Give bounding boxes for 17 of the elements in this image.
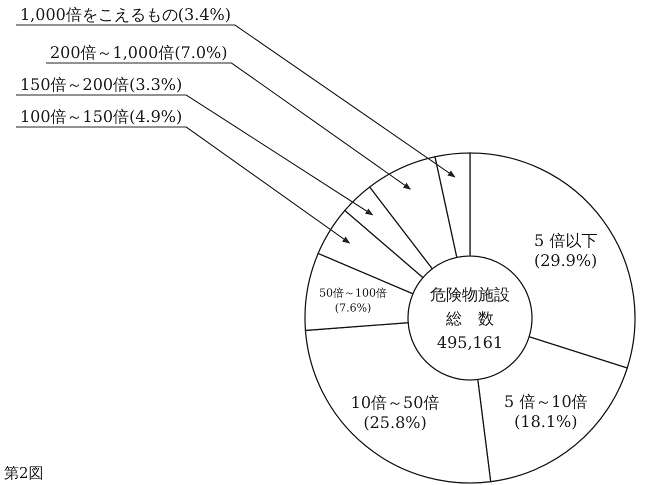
data-label: (29.9%): [534, 251, 598, 270]
slice-label: 100倍～150倍(4.9%): [20, 107, 182, 126]
data-label: (7.6%): [334, 302, 372, 315]
slice-label: 10倍～50倍: [350, 392, 440, 412]
slice-label: 5 倍以下: [534, 231, 598, 250]
slice-label: 1,000倍をこえるもの(3.4%): [20, 5, 231, 24]
text: 495,161: [436, 333, 504, 352]
text: 第2図: [4, 464, 44, 482]
data-label: (25.8%): [363, 412, 427, 432]
data-label: (18.1%): [514, 412, 578, 432]
slice-label: 5 倍～10倍: [504, 392, 588, 412]
slice-label: 200倍～1,000倍(7.0%): [50, 43, 228, 62]
slice-label: 50倍～100倍: [319, 286, 388, 300]
slice: 50倍～100倍 (7.6%): [304, 252, 414, 332]
slice-label: 150倍～200倍(3.3%): [20, 75, 182, 94]
text: 危険物施設: [430, 285, 510, 304]
text: 総 数: [445, 309, 494, 328]
